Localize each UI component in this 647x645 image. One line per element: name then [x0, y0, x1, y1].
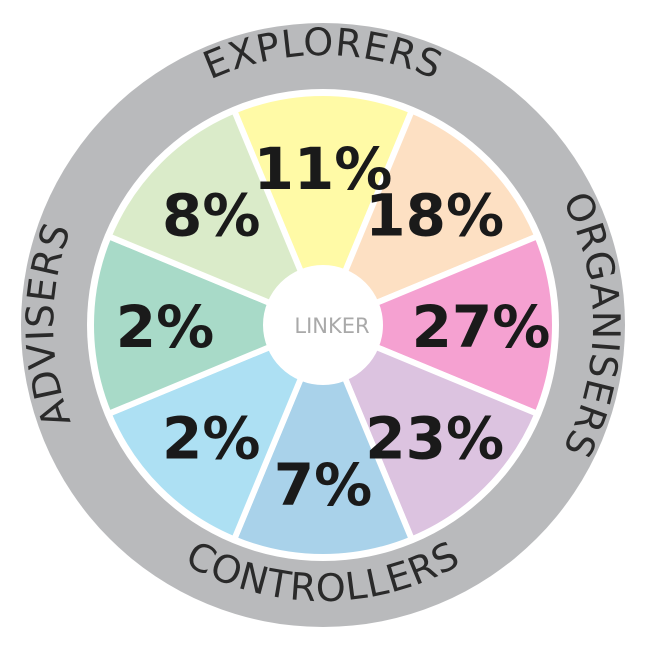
- segment-value-blue: 7%: [274, 451, 372, 519]
- segment-value-green: 8%: [162, 181, 260, 249]
- segment-value-cyan: 2%: [162, 405, 260, 473]
- segment-value-yellow: 11%: [254, 135, 393, 203]
- segment-value-teal: 2%: [116, 293, 214, 361]
- segment-value-pink: 27%: [412, 293, 551, 361]
- percentage-labels: 11%18%27%23%7%2%2%8%: [116, 135, 551, 519]
- segment-value-mauve: 23%: [365, 405, 504, 473]
- segment-value-orange: 18%: [365, 181, 504, 249]
- center-label: LINKER: [294, 314, 369, 338]
- hub-circle: [264, 266, 382, 384]
